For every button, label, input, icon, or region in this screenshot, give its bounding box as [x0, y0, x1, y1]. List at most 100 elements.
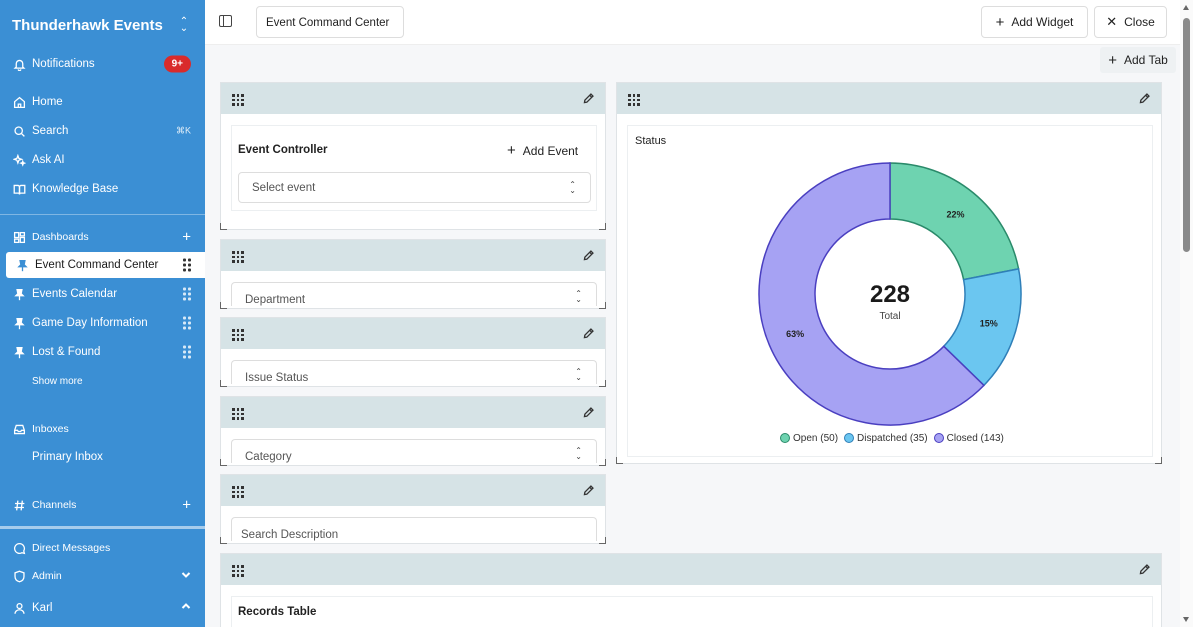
widget-body: Records Table [231, 596, 1153, 627]
search-description-input[interactable]: Search Description [231, 517, 597, 541]
drag-handle-icon[interactable] [183, 345, 191, 359]
search-icon [12, 124, 26, 138]
select-event-dropdown[interactable]: Select event ⌃ ⌄ [238, 172, 591, 203]
close-label: Close [1124, 15, 1155, 29]
drag-grip-icon[interactable] [232, 329, 244, 341]
drag-grip-icon[interactable] [232, 251, 244, 263]
drag-grip-icon[interactable] [232, 408, 244, 420]
resize-handle-icon[interactable] [599, 302, 606, 309]
resize-handle-icon[interactable] [599, 537, 606, 544]
sidebar-item-lost-and-found[interactable]: Lost & Found [0, 339, 205, 365]
sidebar-item-label: Knowledge Base [32, 183, 119, 195]
sidebar-item-game-day-information[interactable]: Game Day Information [0, 310, 205, 336]
sidebar-toggle-icon[interactable] [219, 15, 232, 27]
add-tab-label: Add Tab [1123, 53, 1168, 67]
sidebar-section-channels[interactable]: Channels + [0, 492, 205, 518]
drag-handle-icon[interactable] [183, 258, 191, 272]
add-dashboard-icon[interactable]: + [182, 228, 191, 246]
category-dropdown[interactable]: Category ⌃ ⌄ [231, 439, 597, 463]
resize-handle-icon[interactable] [220, 537, 227, 544]
close-button[interactable]: ✕ Close [1094, 6, 1167, 38]
legend-label: Open (50) [793, 433, 839, 444]
legend-label: Dispatched (35) [857, 433, 928, 444]
edit-pencil-icon[interactable] [582, 406, 595, 419]
drag-grip-icon[interactable] [232, 486, 244, 498]
add-event-button[interactable]: + Add Event [507, 142, 578, 159]
chevron-down-icon[interactable] [181, 570, 191, 583]
sidebar-item-events-calendar[interactable]: Events Calendar [0, 281, 205, 307]
sidebar-item-ask-ai[interactable]: Ask AI [0, 147, 205, 173]
legend-item-closed[interactable]: Closed (143) [933, 433, 1004, 444]
chevrons-up-down-icon: ⌃ ⌄ [575, 367, 582, 382]
category-placeholder: Category [245, 451, 292, 463]
pin-icon [12, 345, 26, 359]
scroll-down-icon[interactable] [1183, 617, 1189, 622]
sidebar-item-label: Direct Messages [32, 542, 111, 554]
widget-title: Records Table [238, 606, 317, 618]
sidebar-item-label: Event Command Center [35, 259, 159, 271]
sidebar-item-label: Home [32, 96, 63, 108]
issue-status-dropdown[interactable]: Issue Status ⌃ ⌄ [231, 360, 597, 384]
resize-handle-icon[interactable] [220, 223, 227, 230]
drag-handle-icon[interactable] [183, 316, 191, 330]
edit-pencil-icon[interactable] [582, 484, 595, 497]
sidebar-section-dashboards[interactable]: Dashboards + [0, 224, 205, 250]
dashboard-tab-name[interactable]: Event Command Center [256, 6, 404, 38]
sidebar-item-primary-inbox[interactable]: Primary Inbox [32, 451, 103, 463]
show-more-link[interactable]: Show more [32, 375, 83, 387]
sidebar-item-user[interactable]: Karl [0, 595, 205, 621]
scroll-up-icon[interactable] [1183, 5, 1189, 10]
resize-handle-icon[interactable] [616, 457, 623, 464]
resize-handle-icon[interactable] [220, 380, 227, 387]
sidebar-item-direct-messages[interactable]: Direct Messages [0, 535, 205, 561]
resize-handle-icon[interactable] [599, 223, 606, 230]
drag-grip-icon[interactable] [232, 94, 244, 106]
edit-pencil-icon[interactable] [1138, 563, 1151, 576]
legend-swatch [933, 433, 944, 443]
add-widget-button[interactable]: + Add Widget [981, 6, 1088, 38]
chevron-up-icon[interactable] [181, 602, 191, 615]
sidebar-item-search[interactable]: Search ⌘K [0, 118, 205, 144]
resize-handle-icon[interactable] [599, 380, 606, 387]
edit-pencil-icon[interactable] [582, 249, 595, 262]
page-scrollbar[interactable] [1180, 0, 1193, 627]
user-name: Karl [32, 602, 53, 614]
legend-item-dispatched[interactable]: Dispatched (35) [844, 433, 928, 444]
sidebar-item-admin[interactable]: Admin [0, 563, 205, 589]
resize-handle-icon[interactable] [220, 302, 227, 309]
chat-bubble-icon [12, 541, 26, 555]
drag-grip-icon[interactable] [232, 565, 244, 577]
workspace-switcher-icon[interactable]: ⌃ ⌄ [179, 16, 189, 34]
edit-pencil-icon[interactable] [582, 327, 595, 340]
resize-handle-icon[interactable] [1155, 457, 1162, 464]
department-dropdown[interactable]: Department ⌃ ⌄ [231, 282, 597, 306]
search-description-widget: Search Description [220, 474, 606, 544]
sidebar-item-notifications[interactable]: Notifications 9+ [0, 51, 205, 77]
sidebar-item-event-command-center[interactable]: Event Command Center [6, 252, 205, 278]
sidebar-divider [0, 526, 205, 529]
sidebar-section-inboxes[interactable]: Inboxes [0, 416, 205, 442]
add-channel-icon[interactable]: + [182, 496, 191, 514]
sidebar-item-knowledge-base[interactable]: Knowledge Base [0, 176, 205, 202]
sidebar-item-home[interactable]: Home [0, 89, 205, 115]
workspace-name[interactable]: Thunderhawk Events [12, 17, 163, 34]
drag-grip-icon[interactable] [628, 94, 640, 106]
bell-icon [12, 57, 26, 71]
drag-handle-icon[interactable] [183, 287, 191, 301]
select-placeholder: Select event [252, 181, 316, 194]
legend-item-open[interactable]: Open (50) [780, 433, 838, 444]
donut-slice-closed[interactable] [758, 162, 985, 426]
resize-handle-icon[interactable] [599, 459, 606, 466]
add-tab-button[interactable]: + Add Tab [1100, 47, 1176, 73]
widget-header [221, 397, 605, 428]
issue-status-placeholder: Issue Status [245, 372, 309, 384]
top-bar: Event Command Center + Add Widget ✕ Clos… [205, 0, 1180, 45]
scrollbar-thumb[interactable] [1183, 18, 1190, 252]
edit-pencil-icon[interactable] [582, 92, 595, 105]
resize-handle-icon[interactable] [220, 459, 227, 466]
shield-icon [12, 569, 26, 583]
sidebar-item-label: Search [32, 125, 69, 137]
donut-slice-open[interactable] [889, 162, 1020, 281]
records-table-widget: Records Table [220, 553, 1162, 627]
edit-pencil-icon[interactable] [1138, 92, 1151, 105]
